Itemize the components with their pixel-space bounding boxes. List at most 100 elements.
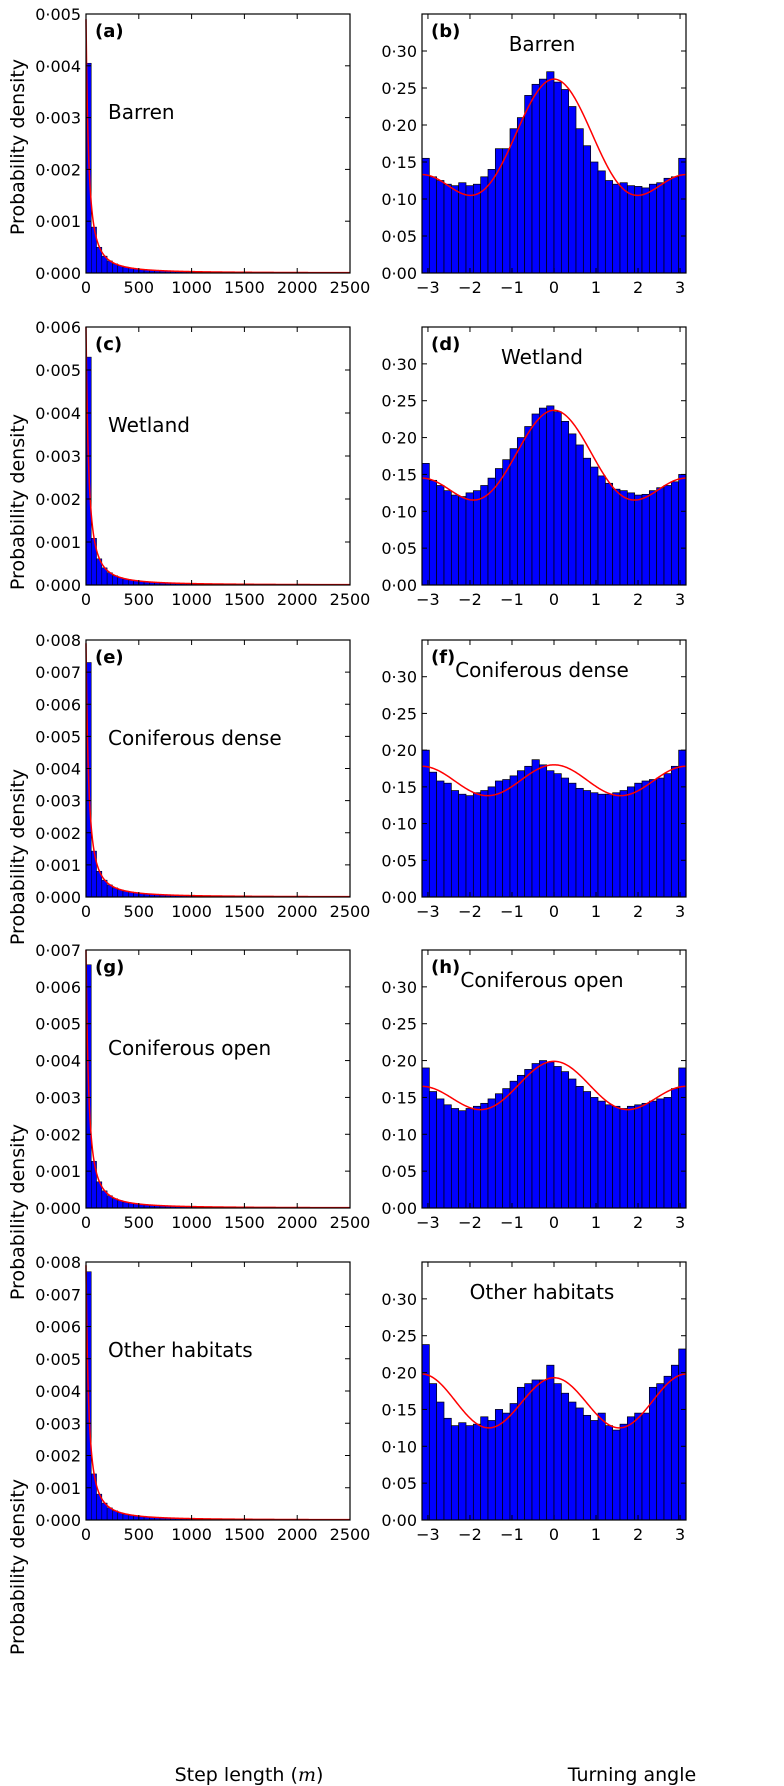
bar <box>590 792 599 898</box>
bar <box>509 1403 518 1521</box>
y-tick-label: 0·10 <box>381 1125 417 1144</box>
x-tick-label: 1500 <box>224 278 265 297</box>
bar <box>436 485 445 586</box>
bar <box>524 1383 533 1521</box>
y-axis-title-row-3: Probability density <box>7 769 29 945</box>
y-tick-label: 0·25 <box>381 1327 417 1346</box>
x-tick-label: −2 <box>458 590 482 609</box>
bar <box>494 780 504 898</box>
y-tick-label: 0·005 <box>35 727 81 746</box>
bar <box>575 128 584 274</box>
panel-10: 0·00 0·05 0·10 0·15 0·20 0·25 0·30 −3 −2 −1 0 1 2 3 Ot… <box>381 1261 687 1544</box>
bar <box>436 1401 445 1521</box>
axes-frame <box>85 639 351 898</box>
bar <box>472 792 482 898</box>
y-tick-label: 0·30 <box>381 355 417 374</box>
y-tick-label: 0·10 <box>381 502 417 521</box>
x-tick-label: 2 <box>633 590 643 609</box>
x-tick-label: 0 <box>549 902 559 921</box>
x-tick-label: 1 <box>591 1213 601 1232</box>
x-tick-label: 0 <box>549 1525 559 1544</box>
x-tick-label: 1 <box>591 590 601 609</box>
bar <box>560 89 570 274</box>
bar <box>612 488 621 586</box>
x-axis-title-step-unit: m <box>298 1764 316 1786</box>
y-tick-label: 0·000 <box>35 888 81 907</box>
habitat-label: Coniferous open <box>108 1036 271 1060</box>
bar <box>656 1383 665 1521</box>
bar <box>487 1098 496 1209</box>
y-tick-label: 0·001 <box>35 1479 81 1498</box>
bar <box>428 176 438 274</box>
bar <box>604 482 614 586</box>
bar <box>487 786 496 898</box>
bar <box>538 1379 548 1521</box>
y-tick-label: 0·00 <box>381 576 417 595</box>
fit-curve <box>85 326 350 586</box>
ticks: 0·000 0·001 0·002 0·003 0·004 0·005 0·006 0·007… <box>35 941 370 1232</box>
fit-curve <box>421 1060 687 1111</box>
y-tick-label: 0·002 <box>35 1125 81 1144</box>
bar <box>634 1412 643 1521</box>
bar <box>428 1091 438 1209</box>
y-tick-label: 0·008 <box>35 631 81 650</box>
bar <box>568 106 577 274</box>
x-tick-label: 3 <box>675 590 685 609</box>
bar <box>436 1098 445 1209</box>
bar <box>443 183 452 274</box>
y-tick-label: 0·25 <box>381 392 417 411</box>
panel-1: 0·000 0·001 0·002 0·003 0·004 0·005 0 500 1000 15… <box>35 5 370 297</box>
bars <box>421 1060 687 1209</box>
y-tick-label: 0·006 <box>35 978 81 997</box>
x-tick-label: 500 <box>124 1525 155 1544</box>
panel-7: 0·000 0·001 0·002 0·003 0·004 0·005 0·006 0·007… <box>35 941 370 1232</box>
y-tick-label: 0·20 <box>381 116 417 135</box>
panel-letter: (b) <box>431 21 460 42</box>
y-tick-label: 0·05 <box>381 539 417 558</box>
bar <box>678 474 687 586</box>
x-tick-label: 1 <box>591 1525 601 1544</box>
bar <box>494 148 504 274</box>
bar <box>626 1105 636 1209</box>
y-tick-label: 0·30 <box>381 668 417 687</box>
y-tick-label: 0·002 <box>35 824 81 843</box>
panel-3: 0·000 0·001 0·002 0·003 0·004 0·005 0·006 0 500 1… <box>35 318 370 609</box>
bar <box>546 1364 555 1521</box>
panel-letter: (g) <box>95 957 124 978</box>
bar <box>604 1104 614 1209</box>
x-tick-label: 500 <box>124 902 155 921</box>
x-tick-label: 2500 <box>330 590 371 609</box>
y-tick-label: 0·05 <box>381 1474 417 1493</box>
y-axis-title-row-5: Probability density <box>7 1479 29 1655</box>
y-tick-label: 0·05 <box>381 851 417 870</box>
x-tick-label: 3 <box>675 278 685 297</box>
x-axis-title-turning-angle: Turning angle <box>567 1764 696 1786</box>
y-tick-label: 0·003 <box>35 792 81 811</box>
bar <box>590 466 599 586</box>
bar <box>458 1422 467 1521</box>
bar <box>553 773 562 898</box>
bar <box>612 1429 621 1521</box>
bar <box>516 770 526 898</box>
bar <box>443 782 452 898</box>
y-tick-label: 0·00 <box>381 1511 417 1530</box>
bar <box>656 182 665 274</box>
bar <box>428 771 438 898</box>
x-tick-label: 0 <box>549 278 559 297</box>
bar <box>619 790 628 898</box>
bar <box>472 183 482 274</box>
bar <box>421 1067 430 1209</box>
fit-curve <box>85 1265 350 1521</box>
y-tick-label: 0·002 <box>35 1447 81 1466</box>
y-tick-label: 0·20 <box>381 429 417 448</box>
bar <box>509 1080 518 1209</box>
bar <box>670 481 680 586</box>
y-tick-label: 0·002 <box>35 160 81 179</box>
bar <box>106 572 113 586</box>
x-tick-label: 2 <box>633 1525 643 1544</box>
bar <box>641 493 650 586</box>
bar <box>656 1098 665 1209</box>
fit-curve <box>85 19 350 274</box>
y-tick-label: 0·15 <box>381 1088 417 1107</box>
habitat-label: Other habitats <box>108 1338 253 1362</box>
